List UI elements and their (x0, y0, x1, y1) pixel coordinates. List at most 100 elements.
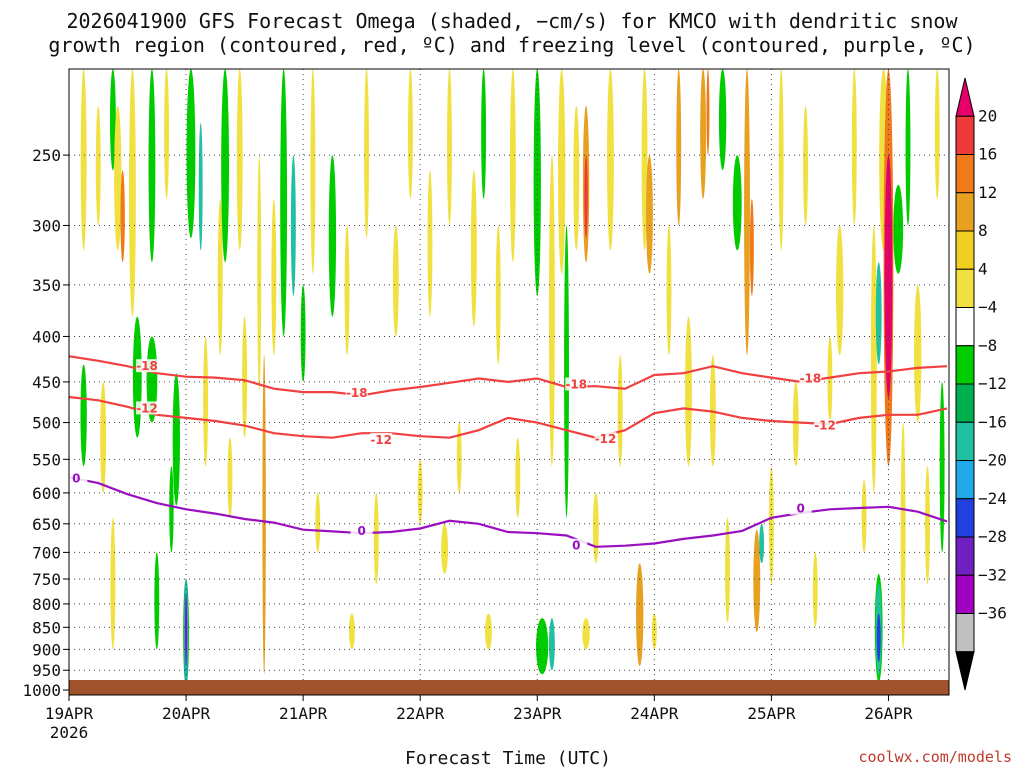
contour-label-9: 0 (357, 524, 365, 538)
omega-blob-81 (753, 529, 761, 632)
omega-blob-29 (271, 198, 277, 356)
omega-blob-59 (573, 105, 580, 251)
omega-blob-91 (861, 479, 867, 553)
omega-blob-67 (641, 69, 648, 251)
colorbar-swatch-12 (955, 536, 975, 576)
omega-blob-90 (851, 69, 857, 226)
omega-blob-100 (893, 184, 904, 274)
contour-label-7: -12 (814, 419, 836, 433)
colorbar-swatch-6 (955, 307, 975, 347)
y-tick-label-850: 850 (32, 618, 61, 637)
omega-blob-24 (227, 437, 233, 518)
y-tick-label-900: 900 (32, 640, 61, 659)
contour-label-bg-9 (350, 523, 373, 537)
colorbar-label-12: −32 (978, 565, 1007, 584)
y-tick-label-300: 300 (32, 216, 61, 235)
omega-blob-78 (732, 155, 742, 251)
omega-blob-65 (617, 355, 623, 467)
x-tick-label-25APR: 25APR (747, 704, 796, 723)
omega-blob-102 (905, 69, 911, 226)
omega-blob-27 (257, 155, 262, 391)
contour-labels: -18 -18 -18 -18 -12 -12 -12 -12 0 0 0 0 (65, 359, 837, 553)
omega-blob-36 (344, 225, 350, 356)
omega-blob-39 (373, 492, 379, 585)
colorbar-label-13: −36 (978, 604, 1007, 623)
ground-surface (69, 680, 949, 695)
omega-blob-14 (169, 466, 174, 553)
colorbar-swatch-2 (955, 154, 975, 194)
contour-label-bg-10 (565, 538, 588, 552)
omega-blob-58 (564, 225, 569, 518)
omega-blob-48 (481, 69, 487, 199)
omega-blob-54 (536, 618, 549, 675)
colorbar-swatch-13 (955, 574, 975, 614)
omega-blob-73 (700, 69, 707, 199)
omega-blob-82 (759, 523, 765, 564)
omega-blob-15 (172, 373, 180, 506)
omega-blob-106 (939, 381, 945, 553)
contour-label-bg-8 (65, 471, 88, 485)
contour-label-6: -12 (595, 432, 617, 446)
omega-blob-79 (744, 69, 750, 356)
y-tick-label-800: 800 (32, 595, 61, 614)
contour-label-4: -12 (136, 401, 158, 415)
colorbar-label-2: 12 (978, 183, 997, 202)
omega-blob-41 (408, 69, 413, 199)
omega-blob-92 (870, 225, 877, 493)
colorbar-label-6: −8 (978, 336, 997, 355)
x-tick-label-22APR: 22APR (396, 704, 445, 723)
contour-label-bg-0 (136, 359, 159, 373)
contour-label-bg-6 (594, 432, 617, 446)
contour-label-5: -12 (370, 433, 392, 447)
colorbar-swatch-14 (955, 613, 975, 653)
omega-blob-3 (100, 381, 107, 493)
omega-blob-99 (884, 155, 893, 399)
omega-blob-103 (914, 284, 922, 423)
contour--12 (69, 395, 948, 439)
chart-title-line1: 2026041900 GFS Forecast Omega (shaded, −… (66, 9, 958, 33)
omega-blob-74 (706, 69, 710, 156)
contour-label-bg-1 (345, 385, 368, 399)
colorbar-label-9: −20 (978, 451, 1007, 470)
y-tick-label-350: 350 (32, 276, 61, 295)
credit-text: coolwx.com/models (858, 748, 1012, 766)
omega-blob-43 (427, 170, 433, 317)
omega-blob-68 (646, 155, 653, 274)
y-tick-label-600: 600 (32, 484, 61, 503)
y-tick-label-950: 950 (32, 661, 61, 680)
omega-blob-63 (592, 492, 599, 564)
omega-blob-89 (836, 225, 844, 356)
y-tick-label-500: 500 (32, 414, 61, 433)
omega-blob-66 (636, 563, 644, 667)
omega-blob-21 (203, 336, 209, 467)
omega-blob-4 (109, 69, 116, 171)
omega-blob-23 (221, 69, 229, 263)
omega-blob-19 (186, 69, 196, 239)
omega-blob-55 (548, 618, 555, 671)
omega-blob-1 (80, 364, 87, 467)
omega-blob-88 (827, 336, 833, 423)
omega-blob-96 (875, 262, 882, 365)
omega-blob-61 (584, 155, 588, 239)
omega-blob-22 (217, 198, 223, 356)
colorbar-swatch-7 (955, 345, 975, 385)
y-tick-label-450: 450 (32, 373, 61, 392)
colorbar-label-4: 4 (978, 259, 988, 278)
omega-blob-62 (582, 618, 590, 650)
omega-blob-80 (749, 198, 754, 296)
omega-blob-40 (392, 225, 399, 337)
omega-blob-18 (185, 594, 188, 667)
omega-blob-104 (925, 466, 930, 585)
contour-label-bg-2 (565, 377, 588, 391)
colorbar: 20 16 12 8 4 −4 −8 −12 −16 −20 −24 −28 −32 −36 (955, 77, 1007, 691)
omega-blob-7 (120, 170, 125, 263)
omega-blob-13 (164, 69, 169, 199)
omega-blob-26 (242, 316, 248, 438)
colorbar-label-10: −24 (978, 489, 1007, 508)
omega-blob-5 (110, 517, 116, 650)
omega-blob-0 (80, 69, 87, 251)
omega-blob-57 (557, 69, 566, 274)
y-tick-label-550: 550 (32, 450, 61, 469)
chart-title-line2: growth region (contoured, red, ºC) and f… (48, 33, 975, 57)
